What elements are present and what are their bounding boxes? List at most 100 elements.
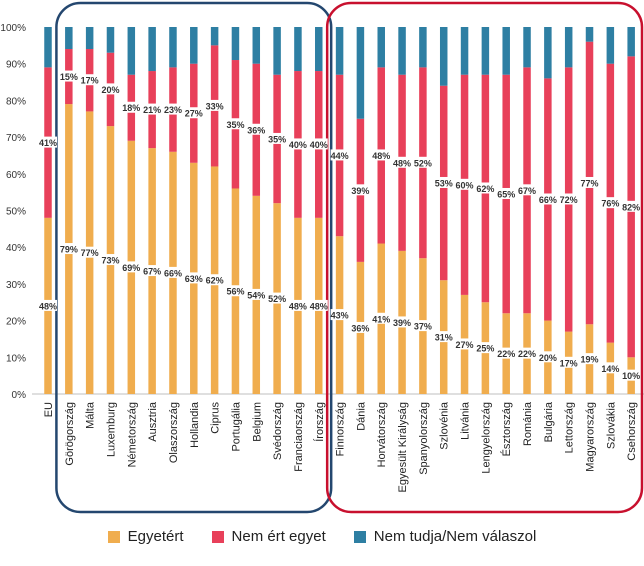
data-label: 10% — [622, 371, 640, 381]
data-label: 18% — [122, 103, 140, 113]
legend-label: Nem ért egyet — [231, 528, 326, 545]
data-label-bg — [122, 101, 141, 113]
bar-segment-3 — [148, 27, 156, 72]
chart-legend: Egyetért Nem ért egyet Nem tudja/Nem válas… — [0, 528, 644, 545]
category-label: Ciprus — [210, 402, 222, 434]
data-label: 40% — [289, 140, 307, 150]
data-label-bg — [330, 309, 349, 321]
data-label: 82% — [622, 202, 640, 212]
data-label-bg — [455, 178, 474, 190]
data-label: 39% — [393, 318, 411, 328]
data-label-bg — [393, 316, 412, 328]
data-label-bg — [518, 184, 537, 196]
data-label-bg — [601, 197, 620, 209]
bar-segment-3 — [315, 27, 323, 72]
data-label-bg — [163, 103, 182, 115]
data-label-bg — [434, 331, 453, 343]
category-label: Görögország — [64, 402, 76, 466]
data-label-bg — [226, 118, 245, 130]
bar-segment-3 — [127, 27, 136, 75]
bar-segment-3 — [231, 27, 240, 61]
data-label-bg — [184, 272, 203, 284]
data-label-bg — [393, 156, 412, 168]
data-label-bg — [622, 369, 641, 381]
bar-segment-3 — [106, 27, 115, 53]
data-label-bg — [205, 99, 224, 111]
data-label-bg — [330, 149, 349, 161]
category-label: Málta — [85, 401, 97, 429]
category-label: Bulgária — [543, 401, 555, 442]
data-label: 37% — [414, 322, 432, 332]
y-tick-label: 10% — [6, 353, 26, 364]
data-label-bg — [559, 356, 578, 368]
data-label-bg — [476, 182, 495, 194]
data-label-bg — [101, 83, 120, 95]
data-label-bg — [205, 274, 224, 286]
y-tick-label: 80% — [6, 96, 26, 107]
category-label: Svédország — [272, 402, 284, 460]
data-label: 79% — [60, 245, 78, 255]
data-label: 67% — [143, 267, 161, 277]
bar-segment-3 — [419, 27, 427, 68]
data-label: 73% — [101, 256, 119, 266]
category-label: Franciaország — [293, 402, 305, 472]
data-label: 21% — [143, 105, 161, 115]
y-tick-label: 100% — [0, 23, 26, 34]
y-tick-label: 40% — [6, 243, 26, 254]
data-label-bg — [309, 138, 328, 150]
data-label: 48% — [393, 158, 411, 168]
data-label: 48% — [39, 301, 57, 311]
legend-swatch — [211, 530, 224, 543]
data-label: 60% — [456, 180, 474, 190]
y-tick-label: 70% — [6, 133, 26, 144]
data-label: 44% — [331, 151, 349, 161]
data-label-bg — [538, 193, 557, 205]
category-label: Horvátország — [376, 402, 388, 467]
data-label-bg — [268, 292, 287, 304]
data-label: 27% — [456, 340, 474, 350]
data-label: 76% — [601, 199, 619, 209]
data-label-bg — [455, 338, 474, 350]
bar-segment-3 — [564, 27, 573, 68]
category-label: Litvánia — [460, 401, 472, 440]
data-label: 25% — [476, 344, 494, 354]
category-label: Portugália — [230, 401, 242, 451]
data-label-bg — [288, 299, 307, 311]
data-label: 23% — [164, 105, 182, 115]
data-label-bg — [518, 347, 537, 359]
category-label: Olaszország — [168, 402, 180, 463]
category-label: Finnország — [335, 402, 347, 456]
data-label-bg — [622, 200, 641, 212]
data-label-bg — [601, 362, 620, 374]
data-label-bg — [497, 187, 516, 199]
data-label: 39% — [351, 186, 369, 196]
bar-segment-3 — [460, 27, 469, 75]
data-label: 77% — [581, 178, 599, 188]
data-label-bg — [101, 254, 120, 266]
data-label: 72% — [560, 195, 578, 205]
data-label-bg — [538, 351, 557, 363]
data-label-bg — [476, 342, 495, 354]
bar-segment-3 — [335, 27, 344, 75]
data-label: 54% — [247, 290, 265, 300]
data-label: 17% — [560, 358, 578, 368]
y-tick-label: 90% — [6, 60, 26, 71]
data-label-bg — [143, 103, 162, 115]
data-label-bg — [80, 246, 99, 258]
data-label-bg — [372, 149, 391, 161]
bar-segment-3 — [44, 27, 52, 68]
data-label: 67% — [518, 186, 536, 196]
bar-segment-3 — [356, 27, 365, 119]
category-label: Észtország — [500, 402, 513, 456]
data-label: 35% — [226, 120, 244, 130]
category-label: Spanyolország — [418, 402, 430, 475]
bar-segment-3 — [481, 27, 490, 75]
data-label-bg — [580, 176, 599, 188]
bar-segment-3 — [294, 27, 302, 72]
category-label: Luxemburg — [105, 402, 117, 457]
data-label-bg — [351, 321, 370, 333]
y-tick-label: 0% — [12, 390, 27, 401]
category-label: Hollandia — [189, 401, 201, 448]
data-label: 52% — [414, 158, 432, 168]
